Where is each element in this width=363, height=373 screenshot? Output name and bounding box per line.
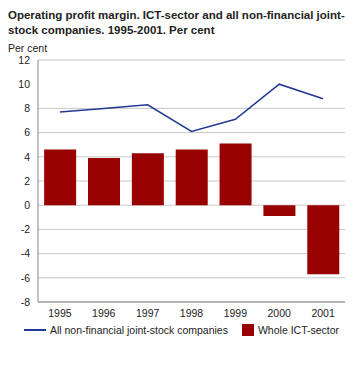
svg-text:10: 10 bbox=[18, 78, 30, 90]
svg-text:1996: 1996 bbox=[92, 307, 116, 319]
svg-text:6: 6 bbox=[24, 126, 30, 138]
svg-text:1998: 1998 bbox=[180, 307, 204, 319]
html-text:Whole ICT-sector: Whole ICT-sector bbox=[258, 324, 340, 336]
svg-text:-4: -4 bbox=[21, 247, 30, 259]
html-text:Operating profit margin. ICT-s: Operating profit margin. ICT-sector and … bbox=[8, 9, 345, 36]
html-text:All non-financial joint-stock: All non-financial joint-stock companies bbox=[49, 324, 228, 336]
svg-text:8: 8 bbox=[24, 102, 30, 114]
svg-text:0: 0 bbox=[24, 199, 30, 211]
svg-text:2000: 2000 bbox=[268, 307, 292, 319]
svg-text:2: 2 bbox=[24, 175, 30, 187]
svg-text:1995: 1995 bbox=[48, 307, 72, 319]
svg-text:1999: 1999 bbox=[224, 307, 248, 319]
svg-text:-6: -6 bbox=[21, 272, 30, 284]
svg-text:-2: -2 bbox=[21, 223, 30, 235]
svg-text:12: 12 bbox=[18, 54, 30, 66]
html-text:Per cent: Per cent bbox=[8, 42, 48, 54]
svg-text:-8: -8 bbox=[21, 296, 30, 308]
svg-text:2001: 2001 bbox=[311, 307, 335, 319]
svg-text:1997: 1997 bbox=[136, 307, 160, 319]
svg-text:4: 4 bbox=[24, 151, 30, 163]
